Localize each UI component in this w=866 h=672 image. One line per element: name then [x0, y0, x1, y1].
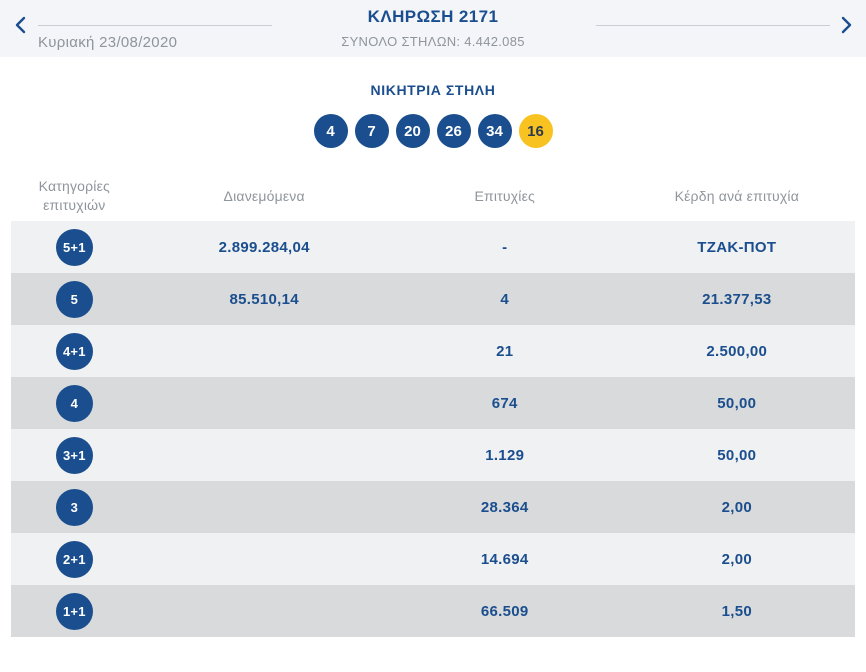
category-badge-cell: 2+1: [11, 540, 138, 578]
draw-date: Κυριακή 23/08/2020: [38, 34, 178, 51]
draw-title: ΚΛΗΡΩΣΗ 2171: [367, 7, 499, 26]
table-row: 4+1 21 2.500,00: [11, 325, 855, 377]
cell-prize: 21.377,53: [702, 290, 772, 308]
cell-prize: ΤΖΑΚ-ΠΟΤ: [697, 238, 777, 256]
category-badge-cell: 1+1: [11, 592, 138, 630]
prize-table-body: 5+1 2.899.284,04 - ΤΖΑΚ-ΠΟΤ 5 85.510,14 4 21.37…: [11, 221, 855, 637]
cell-winners: 66.509: [480, 602, 529, 620]
cell-winners: 28.364: [480, 498, 529, 516]
table-row: 3+1 1.129 50,00: [11, 429, 855, 481]
cell-winners: 14.694: [480, 550, 529, 568]
category-badge: 5+1: [55, 228, 93, 266]
category-badge: 4+1: [55, 332, 93, 370]
cell-winners: -: [502, 238, 508, 256]
category-badge-cell: 5+1: [11, 228, 138, 266]
cell-prize: 50,00: [717, 394, 757, 412]
prize-table: Κατηγορίες επιτυχιών Διανεμόμενα Επιτυχί…: [11, 171, 855, 637]
table-row: 2+1 14.694 2,00: [11, 533, 855, 585]
category-badge-cell: 3+1: [11, 436, 138, 474]
table-row: 3 28.364 2,00: [11, 481, 855, 533]
chevron-left-icon: [15, 16, 26, 34]
bonus-number-ball: 16: [518, 114, 553, 148]
table-row: 1+1 66.509 1,50: [11, 585, 855, 637]
col-header-categories: Κατηγορίες επιτυχιών: [38, 178, 111, 213]
cell-distributed: 85.510,14: [229, 290, 299, 308]
col-header-distributed: Διανεμόμενα: [223, 187, 305, 204]
cell-prize: 2,00: [721, 498, 753, 516]
category-badge-cell: 4+1: [11, 332, 138, 370]
cell-winners: 21: [496, 342, 514, 360]
cell-winners: 674: [491, 394, 518, 412]
number-ball: 26: [436, 114, 471, 148]
cell-prize: 1,50: [721, 602, 753, 620]
category-badge: 5: [55, 280, 93, 318]
total-columns-label: ΣΥΝΟΛΟ ΣΤΗΛΩΝ: 4.442.085: [341, 34, 525, 49]
next-draw-button[interactable]: [839, 15, 853, 35]
winning-column-title: ΝΙΚΗΤΡΙΑ ΣΤΗΛΗ: [370, 82, 496, 98]
number-ball: 20: [395, 114, 430, 148]
category-badge: 4: [55, 384, 93, 422]
previous-draw-button[interactable]: [13, 15, 27, 35]
number-ball: 7: [354, 114, 389, 148]
chevron-right-icon: [841, 16, 852, 34]
next-draw-divider: [596, 25, 830, 26]
category-badge: 1+1: [55, 592, 93, 630]
cell-prize: 2.500,00: [706, 342, 768, 360]
category-badge-cell: 3: [11, 488, 138, 526]
number-ball: 34: [477, 114, 512, 148]
cell-prize: 50,00: [717, 446, 757, 464]
table-row: 5+1 2.899.284,04 - ΤΖΑΚ-ΠΟΤ: [11, 221, 855, 273]
draw-title-group: ΚΛΗΡΩΣΗ 2171 ΣΥΝΟΛΟ ΣΤΗΛΩΝ: 4.442.085: [0, 7, 866, 49]
col-header-prize: Κέρδη ανά επιτυχία: [674, 187, 800, 204]
table-row: 5 85.510,14 4 21.377,53: [11, 273, 855, 325]
category-badge: 3+1: [55, 436, 93, 474]
cell-winners: 1.129: [485, 446, 525, 464]
category-badge: 2+1: [55, 540, 93, 578]
prize-table-header: Κατηγορίες επιτυχιών Διανεμόμενα Επιτυχί…: [11, 171, 855, 221]
winning-numbers: 4 7 20 26 34 16: [0, 114, 866, 148]
previous-draw-info: Κυριακή 23/08/2020: [38, 25, 272, 51]
col-header-winners: Επιτυχίες: [474, 187, 535, 204]
category-badge: 3: [55, 488, 93, 526]
draw-header-band: Κυριακή 23/08/2020 ΚΛΗΡΩΣΗ 2171 ΣΥΝΟΛΟ Σ…: [0, 0, 866, 57]
winning-column-section: ΝΙΚΗΤΡΙΑ ΣΤΗΛΗ 4 7 20 26 34 16: [0, 57, 866, 148]
category-badge-cell: 4: [11, 384, 138, 422]
cell-prize: 2,00: [721, 550, 753, 568]
cell-distributed: 2.899.284,04: [218, 238, 310, 256]
number-ball: 4: [313, 114, 348, 148]
cell-winners: 4: [500, 290, 510, 308]
table-row: 4 674 50,00: [11, 377, 855, 429]
category-badge-cell: 5: [11, 280, 138, 318]
